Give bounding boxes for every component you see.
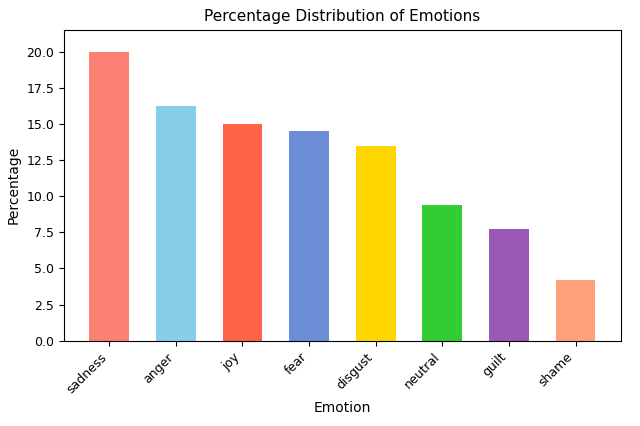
Bar [156,106,196,341]
X-axis label: Emotion: Emotion [314,401,371,415]
Bar [422,205,462,341]
Bar [223,124,262,341]
Y-axis label: Percentage: Percentage [7,146,21,225]
Bar [356,146,396,341]
Bar [289,131,329,341]
Bar [90,52,129,341]
Bar [489,230,529,341]
Title: Percentage Distribution of Emotions: Percentage Distribution of Emotions [204,9,481,24]
Bar [556,280,595,341]
